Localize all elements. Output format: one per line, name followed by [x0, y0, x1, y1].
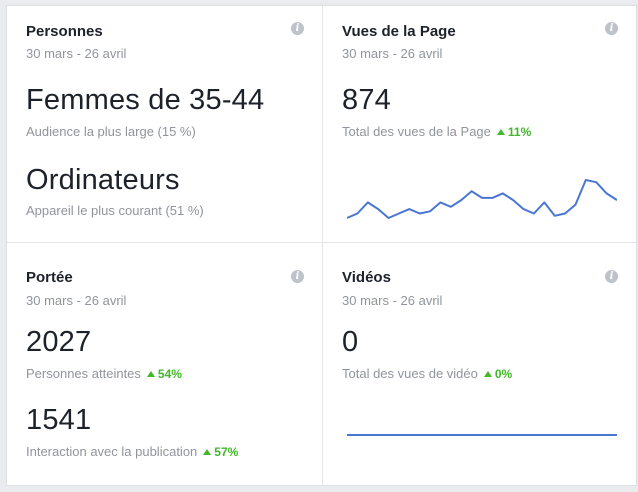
- people-reached-value: 2027: [26, 326, 92, 358]
- top-device-label: Appareil le plus courant (51 %): [26, 203, 204, 218]
- reach-card-title[interactable]: Portée: [26, 269, 73, 286]
- reach-card[interactable]: Portée 30 mars - 26 avril i 2027 Personn…: [7, 243, 322, 485]
- video-views-value: 0: [342, 326, 359, 358]
- people-reached-delta: 54%: [157, 367, 182, 381]
- top-device-value: Ordinateurs: [26, 164, 180, 196]
- page-views-label-row: Total des vues de la Page 11%: [342, 124, 531, 139]
- info-icon[interactable]: i: [291, 270, 304, 283]
- post-engagement-label: Interaction avec la publication: [26, 444, 198, 459]
- video-views-label: Total des vues de vidéo: [342, 366, 478, 381]
- page-views-sparkline: [347, 179, 617, 219]
- video-views-delta: 0%: [494, 367, 513, 381]
- row-divider: [7, 242, 636, 243]
- post-engagement-value: 1541: [26, 404, 92, 436]
- videos-card[interactable]: Vidéos 30 mars - 26 avril i 0 Total des …: [323, 243, 636, 485]
- insights-grid: Personnes 30 mars - 26 avril i Femmes de…: [6, 5, 637, 486]
- page-views-value: 874: [342, 84, 391, 116]
- people-card[interactable]: Personnes 30 mars - 26 avril i Femmes de…: [7, 6, 322, 242]
- info-icon[interactable]: i: [605, 22, 618, 35]
- post-engagement-label-row: Interaction avec la publication 57%: [26, 444, 238, 459]
- video-views-label-row: Total des vues de vidéo 0%: [342, 366, 512, 381]
- page-views-card[interactable]: Vues de la Page 30 mars - 26 avril i 874…: [323, 6, 636, 242]
- people-card-date: 30 mars - 26 avril: [26, 46, 127, 61]
- people-reached-label: Personnes atteintes: [26, 366, 141, 381]
- up-arrow-icon: [496, 129, 505, 136]
- page-views-delta: 11%: [507, 125, 532, 139]
- page-views-label: Total des vues de la Page: [342, 124, 491, 139]
- page-views-card-title[interactable]: Vues de la Page: [342, 23, 456, 40]
- videos-card-date: 30 mars - 26 avril: [342, 293, 443, 308]
- post-engagement-delta: 57%: [214, 445, 239, 459]
- up-arrow-icon: [203, 449, 212, 456]
- videos-card-title[interactable]: Vidéos: [342, 269, 391, 286]
- column-divider: [322, 6, 323, 485]
- reach-card-date: 30 mars - 26 avril: [26, 293, 127, 308]
- up-arrow-icon: [483, 371, 492, 378]
- people-reached-label-row: Personnes atteintes 54%: [26, 366, 182, 381]
- top-audience-label: Audience la plus large (15 %): [26, 124, 196, 139]
- people-card-title[interactable]: Personnes: [26, 23, 103, 40]
- up-arrow-icon: [146, 371, 155, 378]
- top-audience-value: Femmes de 35-44: [26, 84, 265, 116]
- video-views-sparkline: [347, 434, 617, 436]
- info-icon[interactable]: i: [291, 22, 304, 35]
- info-icon[interactable]: i: [605, 270, 618, 283]
- sparkline-path: [347, 179, 617, 219]
- page-views-card-date: 30 mars - 26 avril: [342, 46, 443, 61]
